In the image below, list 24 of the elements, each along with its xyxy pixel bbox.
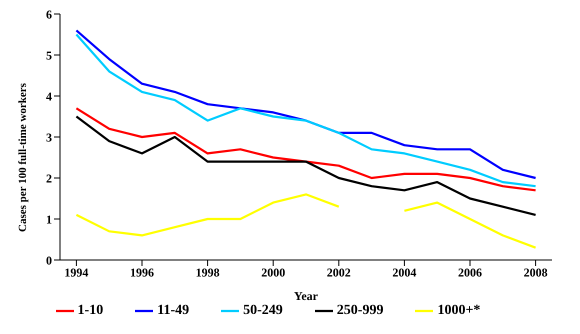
x-tick-label: 1996 (130, 266, 154, 280)
x-tick-label: 2008 (524, 266, 548, 280)
legend-label: 1000+* (437, 303, 480, 318)
x-tick-label: 1994 (64, 266, 88, 280)
line-series (75, 115, 537, 216)
y-tick-label: 2 (46, 171, 52, 186)
y-tick-label: 4 (46, 89, 52, 104)
y-tick-label: 3 (46, 130, 52, 144)
legend-label: 1-10 (78, 303, 104, 318)
x-tick-label: 2002 (326, 266, 351, 280)
x-axis-title: Year (294, 289, 319, 303)
legend-label: 250-999 (336, 303, 384, 318)
x-tick-label: 2004 (392, 266, 416, 280)
legend-label: 50-249 (243, 303, 283, 318)
x-tick-label: 1998 (196, 266, 220, 280)
line-series (75, 107, 537, 192)
y-tick-label: 0 (46, 253, 52, 268)
x-tick-label: 2006 (458, 266, 482, 280)
y-tick-label: 5 (46, 48, 52, 62)
y-tick-label: 1 (46, 212, 52, 226)
legend-label: 11-49 (157, 303, 190, 318)
y-tick-label: 6 (46, 7, 52, 22)
x-tick-label: 2000 (261, 266, 286, 280)
y-axis-title: Cases per 100 full-time workers (16, 82, 29, 232)
